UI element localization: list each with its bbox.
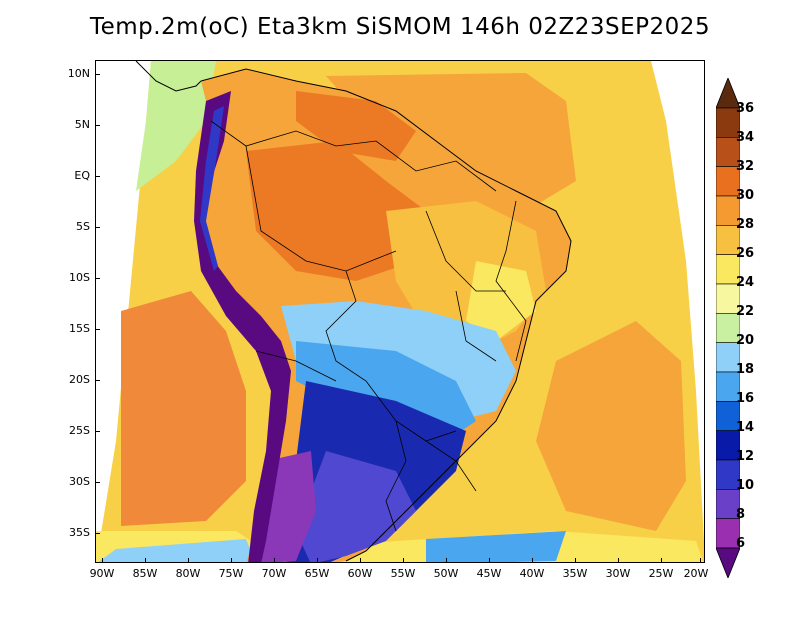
lat-tick <box>95 380 100 381</box>
land-field-hot-north <box>296 91 416 161</box>
lat-tick <box>95 431 100 432</box>
colorbar-segment <box>716 430 740 461</box>
colorbar-label-10: 10 <box>736 478 755 493</box>
land-field-pale-east <box>466 261 536 341</box>
lat-label-35s: 35S <box>69 526 90 539</box>
colorbar-label-16: 16 <box>736 391 755 406</box>
lon-tick <box>489 558 490 563</box>
colorbar-label-6: 6 <box>736 536 746 551</box>
lon-label-75w: 75W <box>218 567 244 580</box>
lat-tick <box>95 329 100 330</box>
colorbar-label-26: 26 <box>736 246 755 261</box>
country-borders <box>210 120 527 532</box>
temperature-map <box>96 61 704 562</box>
lon-label-20w: 20W <box>683 567 709 580</box>
lon-label-80w: 80W <box>175 567 201 580</box>
lon-tick <box>700 558 701 563</box>
colorbar-segment <box>716 283 740 314</box>
ocean-field-cold-south <box>98 539 256 562</box>
colorbar-label-8: 8 <box>736 507 746 522</box>
lon-label-45w: 45W <box>476 567 502 580</box>
colorbar-segment <box>716 137 740 167</box>
lon-label-25w: 25W <box>648 567 674 580</box>
colorbar-segment <box>716 489 740 519</box>
colorbar-segment <box>716 195 740 226</box>
lon-tick <box>188 558 189 563</box>
lat-label-10n: 10N <box>67 67 90 80</box>
lon-tick <box>360 558 361 563</box>
colorbar-segment <box>716 401 740 431</box>
lon-tick <box>403 558 404 563</box>
lon-label-90w: 90W <box>89 567 115 580</box>
colorbar <box>716 78 740 578</box>
ocean-field-cold-south-2 <box>426 531 566 562</box>
lat-tick <box>95 176 100 177</box>
lon-label-55w: 55W <box>390 567 416 580</box>
colorbar-label-20: 20 <box>736 333 755 348</box>
lon-tick <box>532 558 533 563</box>
colorbar-label-32: 32 <box>736 159 755 174</box>
colorbar-label-18: 18 <box>736 362 755 377</box>
ocean-field-cool-nw <box>136 61 216 191</box>
lat-label-10s: 10S <box>69 271 90 284</box>
coastline <box>200 68 572 562</box>
lon-label-50w: 50W <box>433 567 459 580</box>
lon-label-85w: 85W <box>132 567 158 580</box>
colorbar-bottom-arrow <box>716 547 740 578</box>
ocean-field-warm-pacific <box>121 291 246 526</box>
colorbar-label-22: 22 <box>736 304 755 319</box>
lon-label-70w: 70W <box>261 567 287 580</box>
lat-tick <box>95 278 100 279</box>
lat-tick <box>95 482 100 483</box>
andes-ridge-highlight <box>200 106 224 271</box>
colorbar-segment <box>716 342 740 373</box>
lon-tick <box>145 558 146 563</box>
lon-tick <box>231 558 232 563</box>
map-plot-area <box>95 60 705 563</box>
lon-tick <box>446 558 447 563</box>
colorbar-label-36: 36 <box>736 101 755 116</box>
ocean-field-warm-atlantic <box>536 321 686 531</box>
land-field-colder-south <box>296 451 416 562</box>
lat-label-20s: 20S <box>69 373 90 386</box>
lat-label-5s: 5S <box>76 220 90 233</box>
lon-tick <box>661 558 662 563</box>
colorbar-label-30: 30 <box>736 188 755 203</box>
colorbar-label-12: 12 <box>736 449 755 464</box>
lat-label-30s: 30S <box>69 475 90 488</box>
land-field-hot-amazon <box>246 141 426 281</box>
lon-label-40w: 40W <box>519 567 545 580</box>
colorbar-segment <box>716 313 740 343</box>
colorbar-label-14: 14 <box>736 420 755 435</box>
colorbar-label-24: 24 <box>736 275 755 290</box>
lon-tick <box>102 558 103 563</box>
lat-label-5n: 5N <box>74 118 90 131</box>
colorbar-label-34: 34 <box>736 130 755 145</box>
lon-label-35w: 35W <box>562 567 588 580</box>
map-title: Temp.2m(oC) Eta3km SiSMOM 146h 02Z23SEP2… <box>89 14 711 40</box>
andes-ridge <box>194 91 291 562</box>
central-america-coast <box>135 61 202 92</box>
lat-tick <box>95 125 100 126</box>
lon-label-65w: 65W <box>304 567 330 580</box>
lon-tick <box>618 558 619 563</box>
lon-tick <box>274 558 275 563</box>
colorbar-label-28: 28 <box>736 217 755 232</box>
lat-label-15s: 15S <box>69 322 90 335</box>
lat-tick <box>95 227 100 228</box>
lat-tick <box>95 74 100 75</box>
lon-label-60w: 60W <box>347 567 373 580</box>
lon-label-30w: 30W <box>605 567 631 580</box>
lat-label-eq: EQ <box>74 169 90 182</box>
lon-tick <box>317 558 318 563</box>
lat-label-25s: 25S <box>69 424 90 437</box>
lon-tick <box>575 558 576 563</box>
lat-tick <box>95 533 100 534</box>
